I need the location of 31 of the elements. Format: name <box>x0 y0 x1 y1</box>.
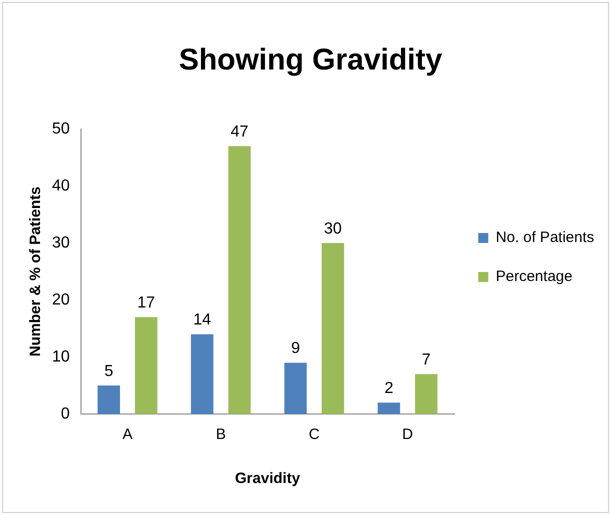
bar <box>190 334 214 414</box>
x-tick-label: B <box>216 426 226 444</box>
y-tick-label: 20 <box>52 291 70 308</box>
data-label: 17 <box>137 294 156 312</box>
y-tick-label: 40 <box>52 177 70 194</box>
data-label: 5 <box>104 362 114 380</box>
legend-label: Percentage <box>496 268 572 286</box>
bar <box>284 362 307 414</box>
bar <box>134 317 158 414</box>
bar <box>415 374 438 414</box>
data-label: 7 <box>422 352 431 369</box>
data-label: 9 <box>291 340 300 358</box>
data-label: 47 <box>230 124 249 141</box>
y-axis-title: Number & % of Patients <box>27 186 44 357</box>
bar <box>322 243 344 414</box>
x-axis-title: Gravidity <box>235 470 301 488</box>
bar <box>378 402 400 414</box>
y-tick-label: 30 <box>52 234 70 252</box>
legend-label: No. of Patients <box>496 229 594 246</box>
x-tick-label: C <box>308 426 320 444</box>
x-tick-label: A <box>122 426 132 444</box>
chart-title: Showing Gravidity <box>178 43 442 76</box>
bar <box>98 386 120 414</box>
y-tick-label: 50 <box>52 120 70 138</box>
bar <box>228 146 251 414</box>
y-tick-label: 10 <box>52 348 70 366</box>
data-label: 2 <box>384 380 394 398</box>
x-tick-label: D <box>402 426 414 444</box>
y-tick-label: 0 <box>60 405 70 422</box>
data-label: 14 <box>193 312 212 329</box>
data-label: 30 <box>324 220 342 238</box>
